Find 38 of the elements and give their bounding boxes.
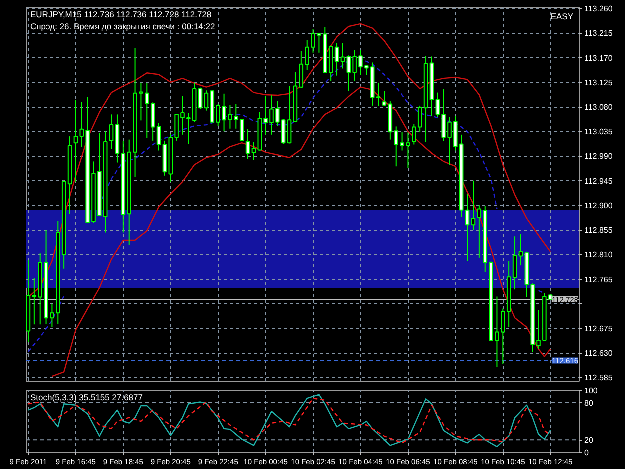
y-tick-label: 112.810 (584, 250, 614, 260)
candlestick (518, 234, 524, 266)
y-tick-label: 113.215 (584, 29, 614, 38)
y-tick-label: 80 (584, 398, 594, 408)
candlestick (287, 86, 292, 144)
chart-title: Stoch(5,3,3) 35.5155 27.6877 (30, 392, 144, 402)
annotation: EASY (550, 12, 574, 22)
y-tick-label: 113.035 (584, 128, 614, 137)
y-tick-label: 112.675 (584, 324, 614, 334)
y-tick-label: 113.260 (584, 4, 614, 14)
y-tick-label: 0 (584, 448, 590, 458)
candlestick (471, 180, 476, 231)
y-tick-label: 112.900 (584, 201, 614, 210)
y-tick-label: 112.765 (584, 275, 614, 284)
y-tick-label: 112.630 (584, 349, 614, 358)
candlestick (512, 236, 518, 290)
candlestick (156, 122, 162, 152)
y-tick-label: 20 (584, 436, 594, 446)
y-tick-label: 112.990 (584, 152, 614, 162)
candlestick (246, 128, 250, 160)
candlestick (204, 90, 209, 112)
chart-title: EURJPY,M15 112.736 112.736 112.728 112.728 (30, 10, 212, 20)
y-tick-label: 100 (584, 386, 598, 396)
y-tick-label: 112.855 (584, 226, 614, 236)
candlestick (198, 87, 203, 110)
candlestick (340, 42, 346, 70)
candlestick (109, 114, 114, 150)
y-tick-label: 113.080 (584, 103, 614, 112)
line-series (52, 86, 552, 378)
y-tick-label: 112.585 (584, 374, 614, 383)
y-tick-label: 113.170 (584, 54, 614, 63)
candlestick (240, 118, 244, 142)
candlestick (334, 42, 340, 76)
text: Спрэд: 26. Время до закрытия свечи : 00:14:22 (30, 22, 216, 32)
y-tick-label: 112.945 (584, 176, 614, 186)
candlestick (382, 90, 387, 107)
y-tick-label: 113.125 (584, 78, 614, 88)
candlestick (252, 142, 256, 161)
